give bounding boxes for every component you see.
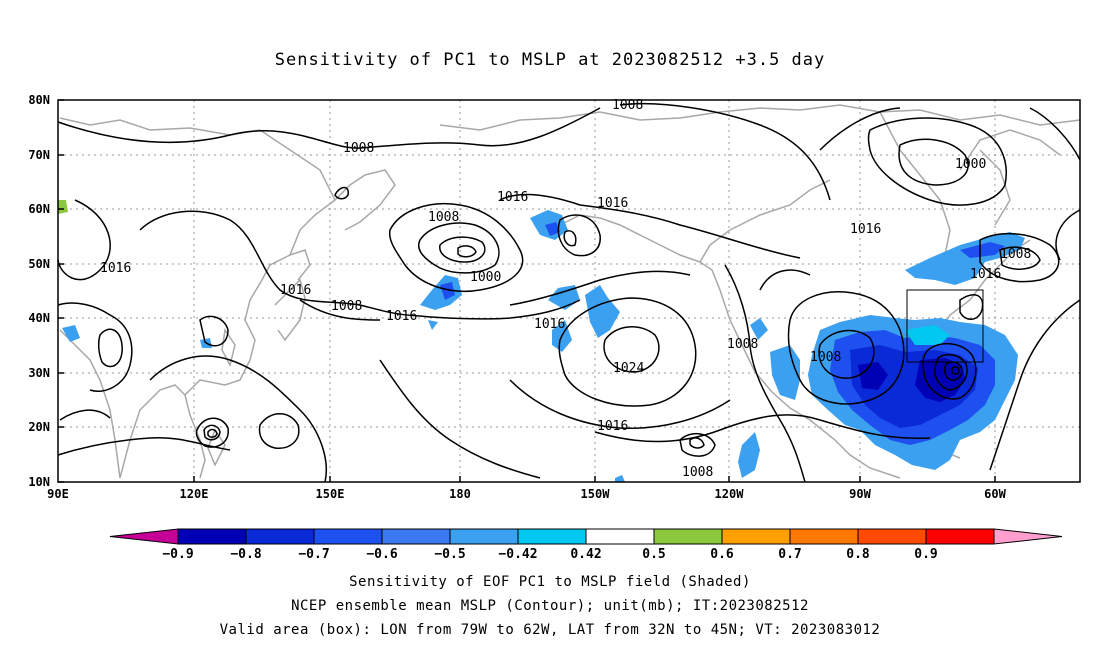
colorbar-segment [177,528,247,545]
longitude-labels: 90E 120E 150E 180 150W 120W 90W 60W [47,487,1006,501]
lon-label-90e: 90E [47,487,69,501]
colorbar-tick-label: −0.42 [498,547,537,562]
colorbar-segment [925,528,995,545]
lat-label-20n: 20N [28,420,50,434]
lon-label-90w: 90W [849,487,871,501]
colorbar-segment [449,528,519,545]
lat-label-40n: 40N [28,311,50,325]
valid-area-box [906,289,984,363]
colorbar-tick-label: −0.6 [366,547,397,562]
contour-label: 1016 [597,196,628,211]
lon-label-150w: 150W [581,487,611,501]
colorbar-segment [585,528,655,545]
contour-label: 1008 [428,210,459,225]
contour-label: 1008 [1000,247,1031,262]
colorbar-tick-label: −0.5 [434,547,465,562]
mslp-contours [57,102,1081,483]
contour-label: 1016 [970,267,1001,282]
contour-label: 1008 [343,141,374,156]
contour-label: 1008 [810,350,841,365]
colorbar-upper-arrow [993,528,1063,545]
colorbar-segment [381,528,451,545]
colorbar-tick-label: 0.7 [778,547,801,562]
contour-label: 1016 [386,309,417,324]
lat-label-70n: 70N [28,148,50,162]
lat-label-50n: 50N [28,257,50,271]
contour-label: 1016 [597,419,628,434]
colorbar-tick-label: 0.5 [642,547,665,562]
contour-label: 1024 [613,361,644,376]
tick-marks [58,99,996,483]
contour-label: 1016 [497,190,528,205]
colorbar-segment [245,528,315,545]
contour-labels: 1008 1008 1000 1016 1016 1016 1008 1000 … [100,98,1031,480]
lat-label-10n: 10N [28,475,50,489]
lat-label-60n: 60N [28,202,50,216]
colorbar-segment [789,528,859,545]
latitude-labels: 80N 70N 60N 50N 40N 30N 20N 10N [28,93,50,489]
contour-label: 1016 [850,222,881,237]
colorbar-segment [517,528,587,545]
contour-label: 1000 [470,270,501,285]
sensitivity-shading [58,200,1025,482]
lon-label-60w: 60W [984,487,1006,501]
colorbar-tick-label: 0.8 [846,547,870,562]
contour-label: 1008 [612,98,643,113]
colorbar-segment [721,528,791,545]
colorbar-lower-arrow [109,528,179,545]
caption-line-3: Valid area (box): LON from 79W to 62W, L… [219,622,881,638]
colorbar [109,528,1063,545]
contour-label: 1016 [534,317,565,332]
colorbar-tick-label: 0.42 [570,547,601,562]
lat-label-30n: 30N [28,366,50,380]
lat-label-80n: 80N [28,93,50,107]
lon-label-120w: 120W [715,487,745,501]
lon-label-150e: 150E [316,487,345,501]
colorbar-segment [653,528,723,545]
contour-label: 1008 [331,299,362,314]
map-title: Sensitivity of PC1 to MSLP at 2023082512… [274,50,826,70]
contour-label: 1016 [280,283,311,298]
contour-label: 1000 [955,157,986,172]
lon-label-180: 180 [449,487,471,501]
colorbar-tick-label: −0.7 [298,547,329,562]
colorbar-tick-label: 0.9 [914,547,937,562]
colorbar-labels: −0.9 −0.8 −0.7 −0.6 −0.5 −0.42 0.42 0.5 0.6 0.7 0.… [162,547,937,562]
caption-line-1: Sensitivity of EOF PC1 to MSLP field (Sh… [349,574,751,590]
contour-label: 1016 [100,261,131,276]
colorbar-tick-label: −0.8 [230,547,261,562]
lon-label-120e: 120E [180,487,209,501]
plot-frame [57,99,1081,483]
colorbar-tick-label: 0.6 [710,547,734,562]
contour-label: 1008 [727,337,758,352]
contour-label: 1008 [682,465,713,480]
caption-line-2: NCEP ensemble mean MSLP (Contour); unit(… [291,598,809,614]
colorbar-tick-label: −0.9 [162,547,193,562]
colorbar-segment [857,528,927,545]
colorbar-segment [313,528,383,545]
